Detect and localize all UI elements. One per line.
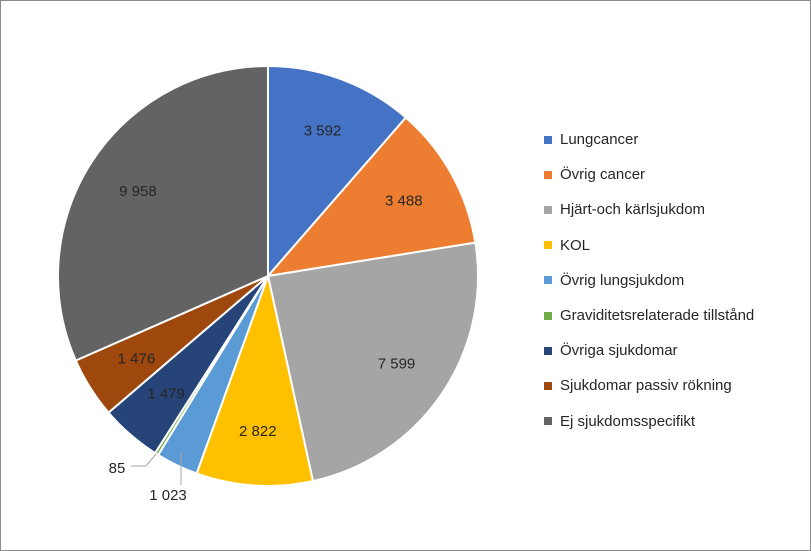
- data-label-kol: 2 822: [239, 423, 277, 440]
- pie-slice-hjart-och-karlsjukdom: [266, 241, 479, 483]
- legend-item-ovrig-cancer: Övrig cancer: [544, 157, 806, 192]
- pie-slice-ovrig-cancer: [265, 116, 477, 278]
- legend-label: Graviditetsrelaterade tillstånd: [560, 307, 755, 325]
- legend-item-lungcancer: Lungcancer: [544, 122, 806, 157]
- leader-lines: [131, 452, 182, 485]
- legend-swatch: [544, 311, 552, 320]
- legend-item-ej-sjukdomsspecifikt: Ej sjukdomsspecifikt: [544, 404, 806, 439]
- legend-swatch: [544, 170, 552, 179]
- pie-slice-lungcancer: [267, 64, 408, 279]
- legend-item-kol: KOL: [544, 228, 806, 263]
- legend-item-sjukdomar-passiv-rokning: Sjukdomar passiv rökning: [544, 368, 806, 403]
- legend-item-graviditetsrelaterade-tillstand: Graviditetsrelaterade tillstånd: [544, 298, 806, 333]
- data-label-hjart-och-karlsjukdom: 7 599: [378, 356, 416, 373]
- data-label-sjukdomar-passiv-rokning: 1 476: [118, 351, 156, 368]
- legend-swatch: [544, 205, 552, 214]
- data-label-ovriga-sjukdomar: 1 479: [147, 385, 185, 402]
- pie-slice-ej-sjukdomsspecifikt: [57, 64, 269, 362]
- legend-swatch: [544, 135, 552, 144]
- legend-label: Övrig cancer: [560, 166, 646, 184]
- legend-label: Hjärt-och kärlsjukdom: [560, 201, 706, 219]
- data-label-ovrig-cancer: 3 488: [385, 193, 423, 210]
- legend-label: Ej sjukdomsspecifikt: [560, 412, 696, 430]
- legend-swatch: [544, 346, 552, 355]
- legend: Lungcancer Övrig cancer Hjärt-och kärlsjuk…: [544, 122, 806, 439]
- legend-swatch: [544, 381, 552, 390]
- legend-swatch: [544, 417, 552, 426]
- legend-label: Övriga sjukdomar: [560, 342, 678, 360]
- legend-swatch: [544, 241, 552, 250]
- leader-line-graviditetsrelaterade-tillstand: [131, 453, 157, 467]
- data-label-ej-sjukdomsspecifikt: 9 958: [119, 183, 157, 200]
- legend-swatch: [544, 276, 552, 285]
- legend-label: Sjukdomar passiv rökning: [560, 377, 732, 395]
- data-label-lungcancer: 3 592: [304, 123, 342, 140]
- legend-label: Övrig lungsjukdom: [560, 271, 685, 289]
- data-label-graviditetsrelaterade-tillstand: 85: [109, 460, 126, 477]
- pie-slices: [57, 64, 479, 487]
- legend-item-ovriga-sjukdomar: Övriga sjukdomar: [544, 333, 806, 368]
- legend-item-ovrig-lungsjukdom: Övrig lungsjukdom: [544, 263, 806, 298]
- legend-label: KOL: [560, 236, 591, 254]
- data-labels: 3 592 3 488 7 599 2 822 1 023 85 1 479 1 476 9 9…: [109, 123, 423, 505]
- legend-item-hjart-och-karlsjukdom: Hjärt-och kärlsjukdom: [544, 192, 806, 227]
- data-label-ovrig-lungsjukdom: 1 023: [149, 487, 187, 504]
- pie-slice-kol: [195, 272, 315, 487]
- legend-label: Lungcancer: [560, 131, 639, 149]
